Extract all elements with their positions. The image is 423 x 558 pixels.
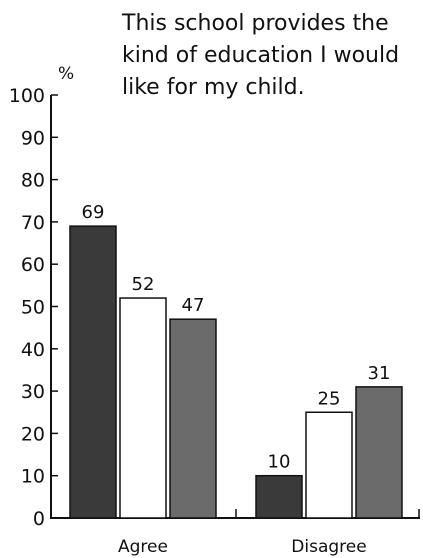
bar (119, 297, 167, 519)
y-tick-label: 60 (21, 254, 45, 276)
y-axis-ticks: 0 10 20 30 40 50 60 70 80 90 100 (9, 85, 58, 530)
chart-title-line: This school provides the (121, 11, 389, 36)
data-label: 69 (82, 202, 105, 223)
category-label: Agree (118, 537, 168, 557)
data-label: 47 (182, 295, 205, 316)
y-tick-label: 20 (21, 423, 45, 445)
y-tick-label: 10 (21, 466, 45, 488)
bar (355, 386, 403, 519)
y-tick-label: 30 (21, 381, 45, 403)
y-tick-label: 0 (33, 508, 45, 530)
bar (305, 411, 353, 519)
data-label: 25 (318, 388, 341, 409)
y-axis-unit-label: % (58, 64, 74, 84)
bar (169, 318, 217, 519)
y-tick-label: 50 (21, 297, 45, 319)
y-tick-label: 90 (21, 127, 45, 149)
data-label: 10 (268, 452, 291, 473)
data-label: 31 (368, 363, 391, 384)
category-label: Disagree (291, 537, 366, 557)
bars (69, 225, 403, 519)
bar (69, 225, 117, 519)
y-tick-label: 80 (21, 170, 45, 192)
data-labels: 69 52 47 10 25 31 (82, 202, 391, 473)
category-labels: Agree Disagree (118, 537, 367, 557)
data-label: 52 (132, 274, 155, 295)
bar (255, 474, 303, 519)
chart-title: This school provides the kind of educatio… (121, 11, 399, 100)
y-tick-label: 40 (21, 339, 45, 361)
y-tick-label: 100 (9, 85, 45, 107)
y-tick-label: 70 (21, 212, 45, 234)
chart-title-line: kind of education I would (122, 43, 399, 68)
chart-title-line: like for my child. (122, 75, 305, 100)
